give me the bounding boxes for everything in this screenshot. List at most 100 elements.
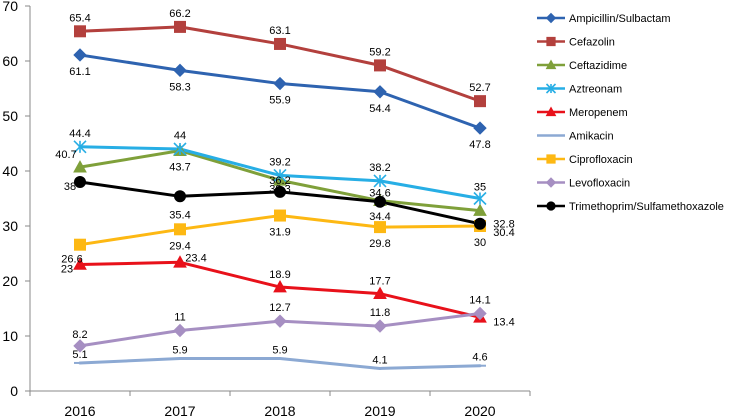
data-label-aztreonam: 44.4 <box>69 128 90 140</box>
data-label-amikacin: 4.6 <box>472 352 487 364</box>
legend-label-ceftazidime: Ceftazidime <box>569 60 627 72</box>
legend-label-ciprofloxacin: Ciprofloxacin <box>569 154 633 166</box>
data-point-levofloxacin <box>173 323 187 338</box>
data-point-cefazolin <box>74 25 86 38</box>
data-label-amikacin: 5.1 <box>72 349 87 361</box>
legend-label-amikacin: Amikacin <box>569 131 614 143</box>
data-label-ceftazidime: 32.8 <box>493 219 514 231</box>
data-point-ceftazidime <box>473 203 487 216</box>
data-label-amikacin: 4.1 <box>372 354 387 366</box>
data-label-meropenem: 17.7 <box>369 276 390 288</box>
series-line-ampicillin-sulbactam <box>78 53 482 130</box>
legend-label-ampicillin-sulbactam: Ampicillin/Sulbactam <box>569 13 670 25</box>
x-tick-label: 2018 <box>264 403 295 417</box>
data-point-meropenem <box>273 280 287 293</box>
data-point-cefazolin <box>374 59 386 72</box>
data-point-ampicillin-sulbactam <box>473 121 487 135</box>
data-labels: 61.1 58.3 55.9 54.4 47.8 65.4 66.2 63.1 59.2 52.7… <box>55 8 514 367</box>
data-label-ampicillin-sulbactam: 54.4 <box>369 103 390 115</box>
legend-marker-aztreonam <box>545 83 557 94</box>
data-point-aztreonam <box>173 142 187 156</box>
data-point-ampicillin-sulbactam <box>173 63 187 78</box>
data-label-ciprofloxacin: 29.4 <box>169 240 190 252</box>
data-label-ceftazidime: 43.7 <box>169 162 190 174</box>
data-label-ceftazidime: 40.7 <box>55 149 76 161</box>
data-label-amikacin: 5.9 <box>172 345 187 357</box>
y-tick-label: 10 <box>2 328 18 344</box>
legend-marker-ampicillin-sulbactam <box>545 12 557 24</box>
data-point-ciprofloxacin <box>74 238 86 251</box>
data-point-trimethoprim-sulfamethoxazole <box>474 217 486 230</box>
y-tick-label: 60 <box>2 53 18 69</box>
y-tick-label: 20 <box>2 273 18 289</box>
data-label-ampicillin-sulbactam: 55.9 <box>269 95 290 107</box>
data-point-meropenem <box>73 257 87 270</box>
data-label-aztreonam: 35 <box>474 182 486 194</box>
legend-label-aztreonam: Aztreonam <box>569 84 622 96</box>
y-tick-label: 30 <box>2 218 18 234</box>
legend-label-cefazolin: Cefazolin <box>569 37 615 49</box>
data-point-trimethoprim-sulfamethoxazole <box>274 185 286 198</box>
data-point-aztreonam <box>373 174 387 188</box>
data-label-ciprofloxacin: 26.6 <box>61 254 82 266</box>
data-label-ceftazidime: 34.6 <box>369 188 390 200</box>
legend-marker-meropenem <box>545 106 557 117</box>
data-label-levofloxacin: 12.7 <box>269 302 290 314</box>
legend-label-levofloxacin: Levofloxacin <box>569 178 630 190</box>
data-point-meropenem <box>373 286 387 299</box>
data-label-aztreonam: 38.2 <box>369 162 390 174</box>
data-label-trimethoprim-sulfamethoxazole: 35.4 <box>169 209 190 221</box>
chart-axes: 0 10 20 30 40 50 60 70 2016 2017 2018 2019 2020 <box>2 0 531 417</box>
data-point-ciprofloxacin <box>174 223 186 236</box>
data-label-levofloxacin: 11 <box>174 312 185 324</box>
legend-marker-trimethoprim-sulfamethoxazole <box>546 201 556 211</box>
data-point-ciprofloxacin <box>374 221 386 234</box>
data-label-meropenem: 13.4 <box>493 316 514 328</box>
data-label-meropenem: 23.4 <box>185 252 206 264</box>
x-tick-label: 2016 <box>64 403 95 417</box>
data-point-aztreonam <box>473 191 487 206</box>
legend-marker-ciprofloxacin <box>546 154 556 164</box>
data-label-ampicillin-sulbactam: 61.1 <box>69 66 90 78</box>
legend-marker-ceftazidime <box>545 59 557 70</box>
data-point-ampicillin-sulbactam <box>273 76 287 91</box>
data-label-ciprofloxacin: 31.9 <box>269 227 290 239</box>
x-tick-label: 2017 <box>164 403 195 417</box>
data-point-ampicillin-sulbactam <box>73 48 87 62</box>
data-point-levofloxacin <box>473 306 487 321</box>
data-label-meropenem: 23 <box>61 264 73 276</box>
data-label-amikacin: 5.9 <box>272 345 287 357</box>
data-point-cefazolin <box>274 37 286 50</box>
data-point-ampicillin-sulbactam <box>373 85 387 99</box>
x-tick-label: 2019 <box>364 403 395 417</box>
data-point-trimethoprim-sulfamethoxazole <box>74 176 86 188</box>
y-tick-label: 0 <box>10 383 18 399</box>
legend-marker-levofloxacin <box>545 177 557 188</box>
data-label-aztreonam: 44 <box>174 130 186 142</box>
data-label-levofloxacin: 11.8 <box>370 307 391 319</box>
legend-marker-cefazolin <box>546 36 556 47</box>
data-point-cefazolin <box>474 95 486 108</box>
data-point-aztreonam <box>273 168 287 182</box>
legend: Ampicillin/Sulbactam Cefazolin Ceftazidime… <box>537 12 724 213</box>
y-tick-label: 50 <box>2 108 18 124</box>
x-tick-label: 2020 <box>464 403 495 417</box>
data-label-levofloxacin: 8.2 <box>72 329 87 341</box>
data-label-trimethoprim-sulfamethoxazole: 34.4 <box>369 211 390 223</box>
data-label-cefazolin: 66.2 <box>169 8 190 20</box>
data-label-levofloxacin: 14.1 <box>469 294 490 306</box>
data-point-ciprofloxacin <box>274 209 286 222</box>
data-point-levofloxacin <box>73 339 87 353</box>
data-point-trimethoprim-sulfamethoxazole <box>174 190 186 203</box>
data-point-ceftazidime <box>73 160 87 173</box>
data-point-levofloxacin <box>373 319 387 333</box>
data-label-ampicillin-sulbactam: 58.3 <box>169 81 190 93</box>
legend-label-meropenem: Meropenem <box>569 107 628 119</box>
data-label-trimethoprim-sulfamethoxazole: 30.4 <box>493 227 514 239</box>
data-point-meropenem <box>173 255 187 268</box>
data-label-ciprofloxacin: 30 <box>474 237 486 249</box>
data-label-ceftazidime: 38.3 <box>269 183 290 195</box>
data-point-levofloxacin <box>273 314 287 328</box>
data-label-ciprofloxacin: 29.8 <box>369 238 390 250</box>
data-label-cefazolin: 52.7 <box>469 82 490 94</box>
